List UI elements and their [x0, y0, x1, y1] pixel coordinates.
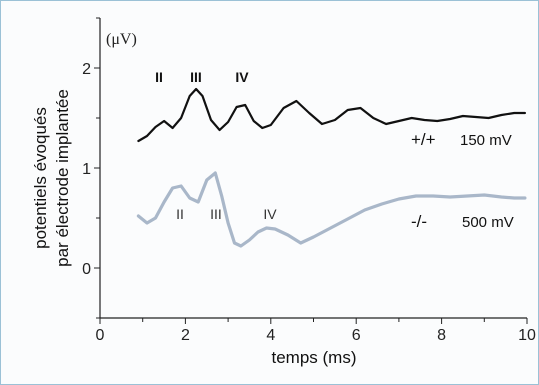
axes: 0 2 4 6 8 10 0 1 2	[82, 17, 536, 344]
peak-label-top-III: III	[190, 69, 202, 85]
y-tick-label-2: 2	[82, 61, 91, 78]
y-tick-label-0: 0	[82, 261, 91, 278]
stimulus-label-knockout: 500 mV	[462, 214, 514, 231]
y-axis-title-line2: par électrode implantée	[53, 89, 72, 267]
series-line-knockout	[136, 171, 527, 248]
x-tick-label-2: 2	[181, 327, 190, 344]
x-tick-label-6: 6	[352, 327, 361, 344]
x-tick-label-4: 4	[266, 327, 275, 344]
y-axis-unit: (μV)	[106, 31, 137, 48]
peak-label-bottom-II: II	[176, 206, 184, 222]
stimulus-label-wildtype: 150 mV	[460, 132, 512, 149]
x-tick-label-10: 10	[518, 327, 536, 344]
y-axis-title-line1: potentiels évoqués	[31, 107, 50, 249]
series-label-wildtype: +/+	[411, 130, 436, 149]
peak-label-top-II: II	[155, 69, 163, 85]
y-tick-label-1: 1	[82, 161, 91, 178]
x-tick-label-0: 0	[96, 327, 105, 344]
peak-label-bottom-IV: IV	[263, 206, 277, 222]
x-tick-label-8: 8	[437, 327, 446, 344]
x-axis-title: temps (ms)	[272, 348, 357, 367]
series-line-wildtype	[137, 87, 526, 143]
series-layer	[136, 87, 527, 248]
labels-layer: potentiels évoqués par électrode implant…	[31, 31, 514, 367]
peak-label-top-IV: IV	[235, 69, 249, 85]
series-label-knockout: -/-	[411, 212, 427, 231]
peak-label-bottom-III: III	[210, 206, 222, 222]
